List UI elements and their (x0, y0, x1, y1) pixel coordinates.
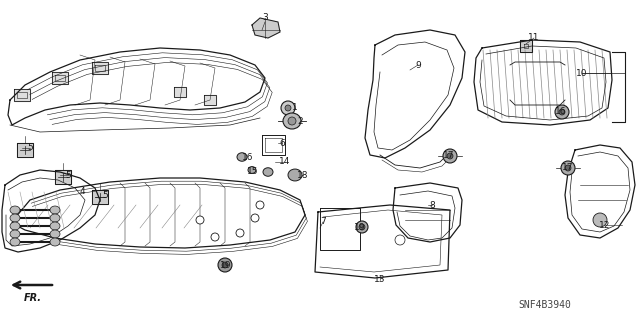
Text: 18: 18 (297, 170, 308, 180)
Ellipse shape (50, 222, 60, 230)
Text: 17: 17 (563, 162, 573, 172)
Ellipse shape (443, 149, 457, 163)
Ellipse shape (222, 262, 228, 268)
Ellipse shape (256, 201, 264, 209)
Text: 2: 2 (297, 116, 303, 125)
Polygon shape (17, 143, 33, 157)
Text: 5: 5 (27, 144, 33, 152)
Ellipse shape (283, 113, 301, 129)
Text: 4: 4 (79, 188, 85, 197)
Ellipse shape (50, 214, 60, 222)
Text: 3: 3 (262, 13, 268, 23)
Ellipse shape (237, 153, 247, 161)
Polygon shape (252, 18, 280, 38)
Ellipse shape (10, 214, 20, 222)
Polygon shape (174, 87, 186, 97)
Text: 15: 15 (247, 167, 259, 176)
Ellipse shape (447, 153, 453, 159)
Ellipse shape (593, 213, 607, 227)
Ellipse shape (211, 233, 219, 241)
Ellipse shape (555, 105, 569, 119)
Ellipse shape (285, 105, 291, 111)
Ellipse shape (356, 221, 368, 233)
Text: 8: 8 (429, 201, 435, 210)
Ellipse shape (359, 224, 365, 230)
Text: 19: 19 (220, 261, 232, 270)
Ellipse shape (50, 230, 60, 238)
Text: 9: 9 (415, 61, 421, 70)
Ellipse shape (251, 214, 259, 222)
Ellipse shape (248, 167, 256, 174)
Ellipse shape (288, 117, 296, 125)
Ellipse shape (10, 206, 20, 214)
Text: 14: 14 (279, 158, 291, 167)
Ellipse shape (50, 206, 60, 214)
Text: 5: 5 (102, 190, 108, 199)
Text: 11: 11 (528, 33, 540, 42)
Ellipse shape (218, 258, 232, 272)
Polygon shape (520, 40, 532, 52)
Polygon shape (92, 190, 108, 204)
Text: 16: 16 (243, 153, 253, 162)
Polygon shape (204, 95, 216, 105)
Text: 10: 10 (576, 69, 588, 78)
Text: FR.: FR. (24, 293, 42, 303)
Ellipse shape (565, 165, 571, 171)
Polygon shape (55, 170, 71, 184)
Text: 19: 19 (355, 224, 365, 233)
Polygon shape (14, 89, 30, 101)
Ellipse shape (10, 238, 20, 246)
Ellipse shape (561, 161, 575, 175)
Text: 13: 13 (374, 276, 386, 285)
Ellipse shape (50, 238, 60, 246)
Ellipse shape (196, 216, 204, 224)
Ellipse shape (559, 109, 565, 115)
Polygon shape (92, 62, 108, 74)
Text: 5: 5 (65, 170, 71, 180)
Ellipse shape (10, 230, 20, 238)
Ellipse shape (288, 169, 302, 181)
Text: 12: 12 (599, 220, 611, 229)
Polygon shape (52, 72, 68, 84)
Text: 17: 17 (444, 151, 455, 160)
Text: 6: 6 (279, 138, 285, 147)
Text: 7: 7 (320, 218, 326, 226)
Ellipse shape (10, 222, 20, 230)
Text: SNF4B3940: SNF4B3940 (518, 300, 572, 310)
Ellipse shape (263, 168, 273, 176)
Ellipse shape (395, 235, 405, 245)
Ellipse shape (236, 229, 244, 237)
Text: 16: 16 (556, 108, 567, 116)
Ellipse shape (281, 101, 295, 115)
Text: 1: 1 (292, 103, 298, 113)
